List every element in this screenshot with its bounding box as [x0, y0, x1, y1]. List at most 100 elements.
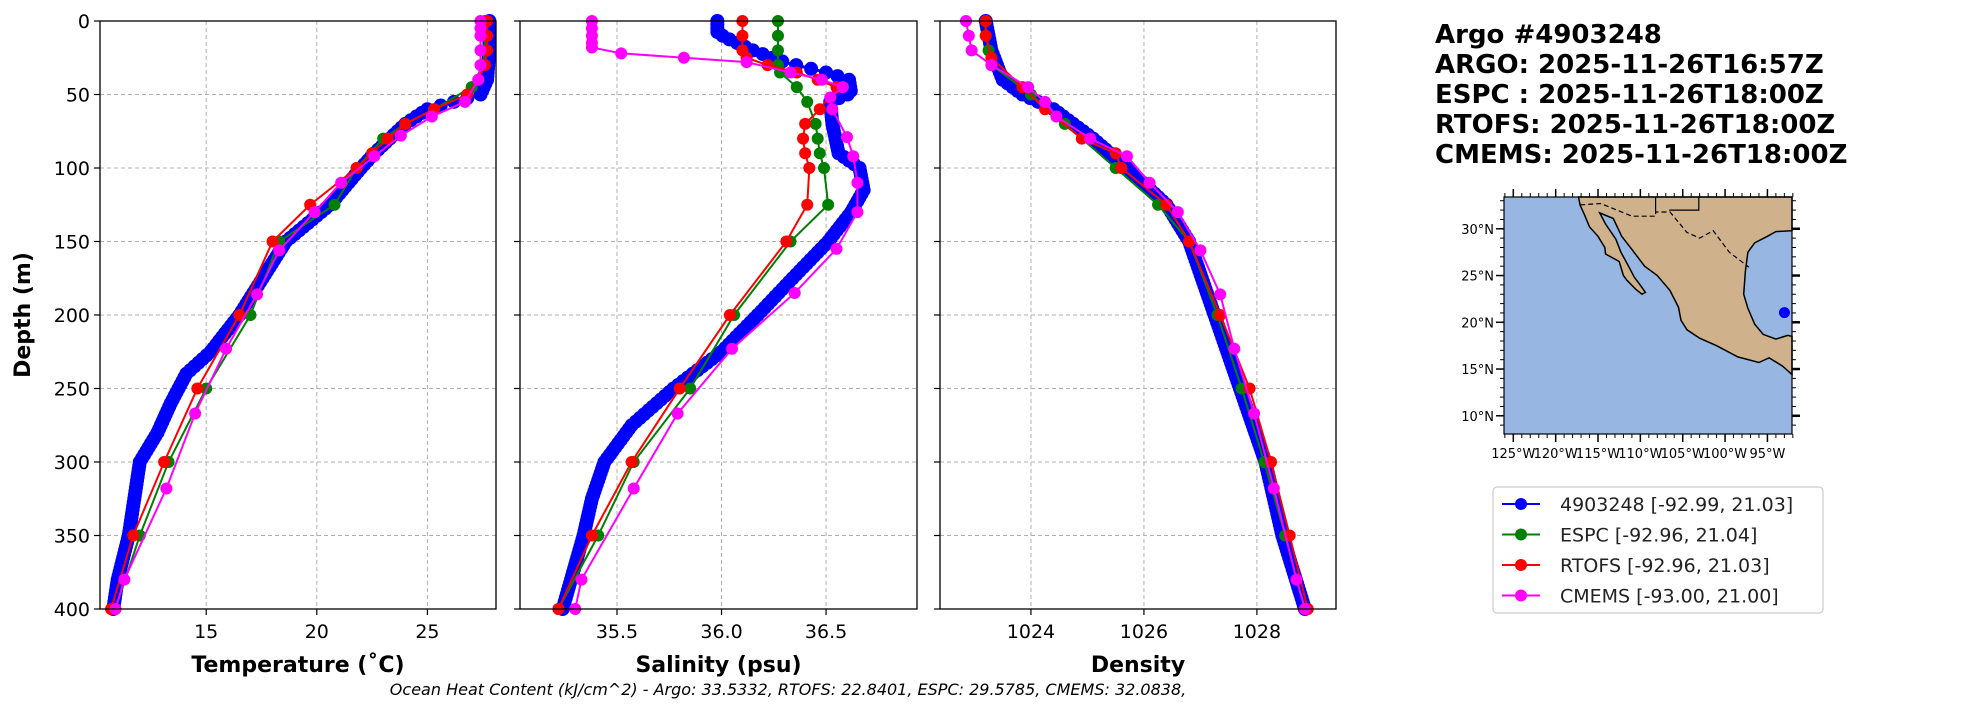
- legend-label: CMEMS [-93.00, 21.00]: [1560, 586, 1779, 608]
- data-point: [394, 129, 407, 142]
- legend: 4903248 [-92.99, 21.03] ESPC [-92.96, 21.…: [1492, 486, 1824, 614]
- data-point: [273, 244, 286, 257]
- data-point: [813, 147, 826, 160]
- data-point: [328, 198, 341, 211]
- legend-marker: [1515, 498, 1527, 510]
- data-point: [585, 41, 598, 54]
- data-point: [1143, 176, 1156, 189]
- data-point: [220, 342, 233, 355]
- data-point: [350, 162, 363, 174]
- series-cmems: [959, 15, 1311, 615]
- series-cmems: [569, 15, 864, 615]
- data-point: [191, 382, 204, 395]
- legend-label: RTOFS [-92.96, 21.03]: [1560, 555, 1770, 577]
- lat-tick-label: 15°N: [1461, 363, 1494, 378]
- x-tick-label: 25: [415, 621, 439, 643]
- profile-panels: 15 20 25050100150200250300350400Temperatur…: [11, 11, 1337, 678]
- data-point: [459, 95, 472, 108]
- x-tick-label: 36.5: [805, 621, 847, 643]
- y-tick-label: 150: [54, 232, 90, 254]
- data-point: [118, 573, 131, 586]
- data-point: [1120, 150, 1133, 163]
- data-point: [368, 150, 381, 163]
- series-espc: [552, 15, 835, 615]
- data-point: [381, 132, 394, 145]
- data-point: [677, 51, 690, 64]
- data-point: [830, 242, 843, 255]
- data-point: [266, 235, 279, 248]
- data-point: [803, 162, 816, 174]
- series-cmems: [109, 15, 487, 615]
- axes-frame: [939, 20, 1337, 610]
- data-point: [1152, 198, 1165, 211]
- y-tick-label: 50: [66, 85, 90, 107]
- legend-marker: [1515, 589, 1527, 602]
- data-point: [425, 110, 438, 123]
- location-map: 30°N 25°N 20°N 15°N 10°N 125°W120°W115°W110°W…: [1461, 189, 1800, 462]
- x-tick-label: 1028: [1233, 621, 1281, 643]
- data-point: [824, 91, 837, 104]
- x-tick-label: 36.0: [700, 621, 742, 643]
- axes-frame: [519, 20, 918, 610]
- data-point: [780, 235, 793, 248]
- lat-tick-label: 10°N: [1461, 410, 1494, 425]
- data-point: [474, 59, 487, 72]
- data-point: [1290, 573, 1303, 586]
- y-axis-label: Depth (m): [11, 252, 36, 378]
- data-point: [575, 573, 588, 586]
- data-point: [673, 382, 686, 395]
- lon-tick-label: 100°W: [1703, 447, 1747, 462]
- data-point: [1050, 110, 1063, 123]
- x-axis-label: Salinity (psu): [635, 653, 801, 678]
- lon-tick-label: 105°W: [1661, 447, 1705, 462]
- y-tick-label: 350: [54, 526, 90, 548]
- data-point: [474, 44, 487, 57]
- header-line-cmems-time: CMEMS: 2025-11-26T18:00Z: [1435, 140, 1847, 170]
- data-point: [725, 342, 738, 355]
- header-line-rtofs-time: RTOFS: 2025-11-26T18:00Z: [1435, 110, 1835, 140]
- data-point: [790, 81, 803, 94]
- lon-tick-label: 95°W: [1749, 447, 1785, 462]
- data-point: [836, 81, 849, 94]
- data-point: [474, 29, 487, 42]
- legend-marker: [1515, 559, 1527, 571]
- state-border: [1669, 197, 1700, 211]
- data-point: [799, 147, 812, 160]
- legend-entry: RTOFS [-92.96, 21.03]: [1502, 555, 1770, 577]
- data-point: [840, 131, 853, 144]
- data-point: [585, 529, 598, 542]
- panel-temperature: 15 20 25050100150200250300350400Temperatur…: [11, 11, 497, 678]
- legend-entry: CMEMS [-93.00, 21.00]: [1502, 586, 1779, 608]
- lon-tick-label: 125°W: [1491, 447, 1535, 462]
- data-point: [804, 61, 819, 76]
- axes-frame: [99, 20, 497, 610]
- data-point: [1160, 198, 1173, 211]
- data-point: [740, 56, 753, 69]
- data-point: [1039, 95, 1052, 108]
- data-point: [979, 29, 992, 42]
- lon-tick-label: 110°W: [1618, 447, 1662, 462]
- x-tick-label: 20: [305, 621, 329, 643]
- data-point: [801, 95, 814, 108]
- data-point: [127, 529, 140, 542]
- data-point: [335, 176, 348, 189]
- data-point: [1214, 288, 1227, 301]
- data-point: [1267, 482, 1280, 495]
- x-tick-label: 35.5: [596, 621, 638, 643]
- figure-header: Argo #4903248 ARGO: 2025-11-26T16:57Z ES…: [1435, 20, 1847, 170]
- data-point: [233, 309, 246, 321]
- data-point: [826, 103, 839, 116]
- data-point: [809, 117, 822, 130]
- legend-label: ESPC [-92.96, 21.04]: [1560, 525, 1757, 547]
- data-point: [1228, 342, 1241, 355]
- data-point: [736, 29, 749, 42]
- y-tick-label: 200: [54, 305, 90, 327]
- lat-tick-label: 30°N: [1461, 223, 1494, 238]
- data-point: [1171, 206, 1184, 219]
- y-tick-label: 0: [78, 11, 90, 33]
- lat-tick-label: 20°N: [1461, 316, 1494, 331]
- data-point: [1084, 132, 1097, 145]
- data-point: [158, 456, 171, 468]
- data-point: [811, 132, 824, 145]
